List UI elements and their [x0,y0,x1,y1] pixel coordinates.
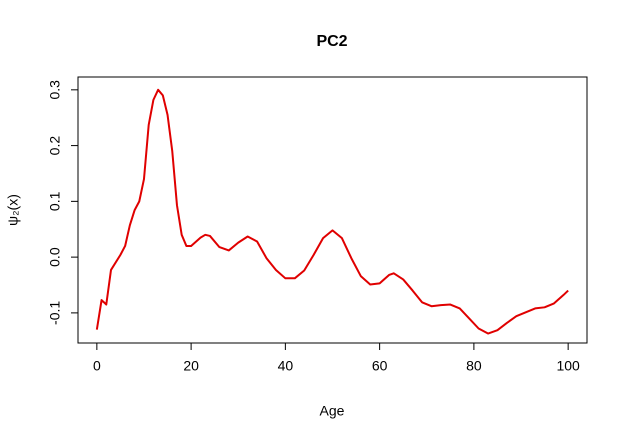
x-axis-label: Age [320,403,345,419]
y-tick-label: 0.3 [47,80,63,100]
y-tick-label: 0.0 [47,247,63,267]
plot-box [77,76,588,344]
y-tick-label: 0.2 [47,136,63,156]
x-tick-label: 60 [372,358,388,374]
x-tick-label: 0 [93,358,101,374]
chart-title: PC2 [316,33,347,50]
y-tick-label: -0.1 [47,301,63,325]
y-axis-label: ψ₂(x) [5,194,21,226]
x-tick-label: 80 [466,358,482,374]
y-tick-label: 0.1 [47,191,63,211]
x-tick-label: 40 [278,358,294,374]
x-tick-label: 100 [556,358,580,374]
x-tick-label: 20 [183,358,199,374]
data-line [95,88,569,335]
